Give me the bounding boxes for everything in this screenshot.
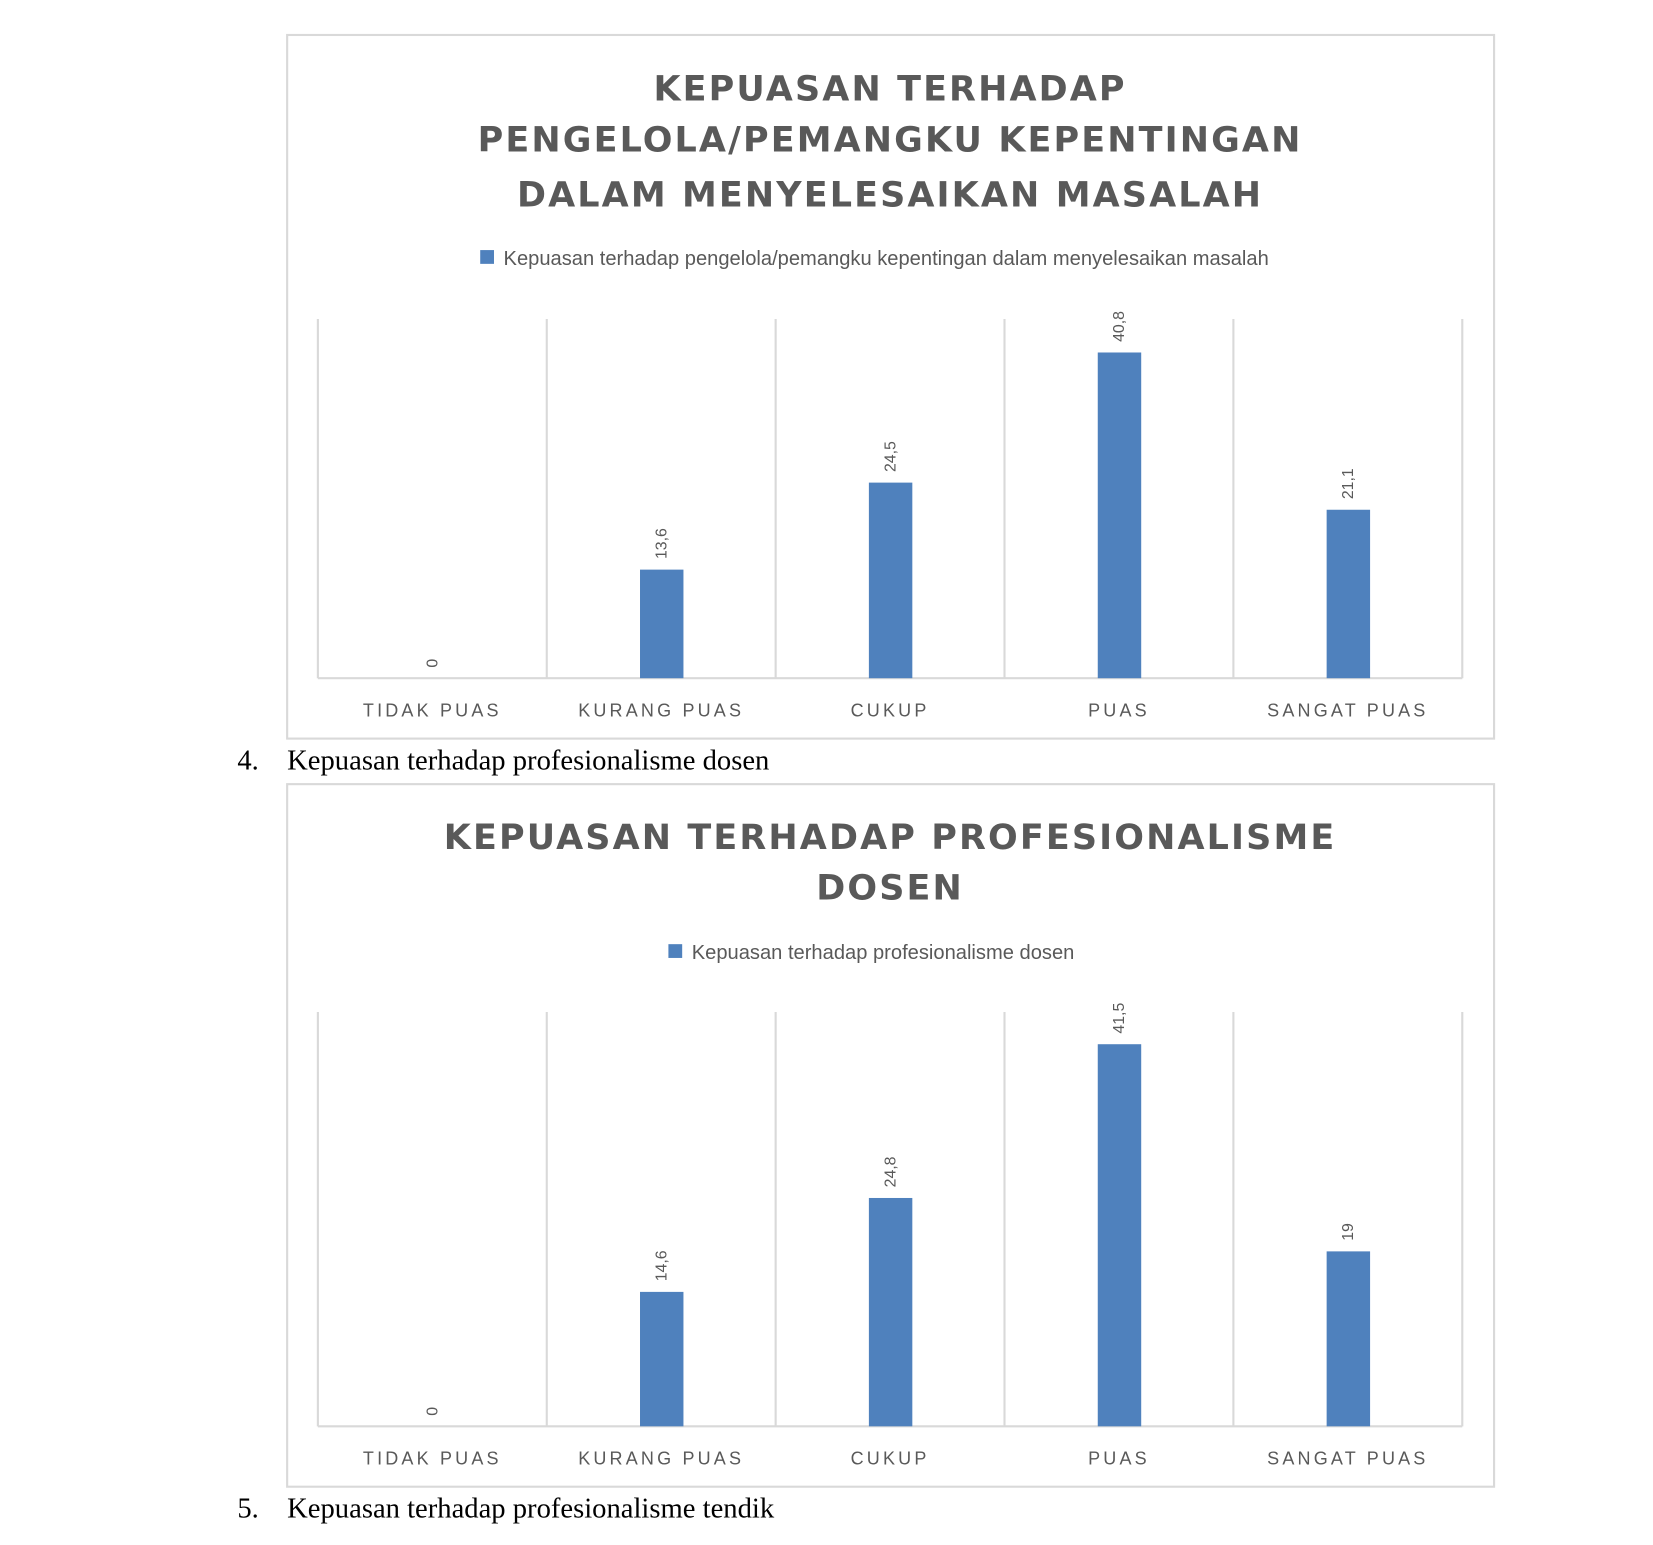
chart-pengelola: KEPUASAN TERHADAP PENGELOLA/PEMANGKU KEPE… (286, 33, 1496, 740)
category-label: KURANG PUAS (578, 700, 744, 720)
category-label: PUAS (1088, 1448, 1150, 1468)
bar-puas (1097, 1044, 1142, 1427)
category-label: SANGAT PUAS (1267, 1448, 1428, 1468)
chart-title-line: PENGELOLA/PEMANGKU KEPENTINGAN (478, 121, 1303, 161)
data-label: 0 (425, 1407, 442, 1416)
bar-sangat-puas (1326, 1251, 1371, 1427)
category-label: CUKUP (851, 1448, 930, 1468)
legend-label: Kepuasan terhadap profesionalisme dosen (692, 942, 1075, 964)
bar-kurang-puas (640, 1291, 684, 1427)
list-item-4-text: Kepuasan terhadap profesionalisme dosen (287, 745, 769, 776)
category-label: SANGAT PUAS (1267, 700, 1428, 720)
chart-title-line: DALAM MENYELESAIKAN MASALAH (517, 176, 1263, 216)
data-label: 13,6 (653, 528, 670, 559)
data-label: 24,5 (882, 441, 899, 472)
data-label: 0 (425, 659, 442, 668)
bar-kurang-puas (640, 569, 684, 679)
bar-puas (1097, 352, 1142, 679)
list-number-4: 4. (237, 745, 258, 776)
category-label: TIDAK PUAS (363, 700, 502, 720)
chart-title-line: KEPUASAN TERHADAP PROFESIONALISME (444, 818, 1337, 858)
category-label: PUAS (1088, 700, 1150, 720)
bar-cukup (868, 482, 913, 679)
data-label: 14,6 (653, 1250, 670, 1281)
legend-swatch (668, 944, 683, 958)
bar-sangat-puas (1326, 509, 1371, 679)
chart-title-line: KEPUASAN TERHADAP (653, 70, 1126, 110)
category-label: TIDAK PUAS (363, 1448, 502, 1468)
category-label: KURANG PUAS (578, 1448, 744, 1468)
data-label: 24,8 (882, 1156, 899, 1187)
chart-title-line: DOSEN (816, 869, 964, 909)
data-label: 19 (1340, 1223, 1357, 1241)
data-label: 21,1 (1340, 468, 1357, 499)
legend-swatch (480, 250, 494, 264)
legend-label: Kepuasan terhadap pengelola/pemangku kep… (504, 248, 1269, 270)
data-label: 40,8 (1111, 311, 1128, 342)
category-label: CUKUP (851, 700, 930, 720)
list-number-5: 5. (237, 1493, 258, 1524)
list-item-5-text: Kepuasan terhadap profesionalisme tendik (287, 1493, 775, 1524)
data-label: 41,5 (1111, 1003, 1128, 1034)
chart-profesionalisme-dosen: KEPUASAN TERHADAP PROFESIONALISME DOSEN Ke… (286, 783, 1496, 1488)
bar-cukup (868, 1197, 913, 1427)
